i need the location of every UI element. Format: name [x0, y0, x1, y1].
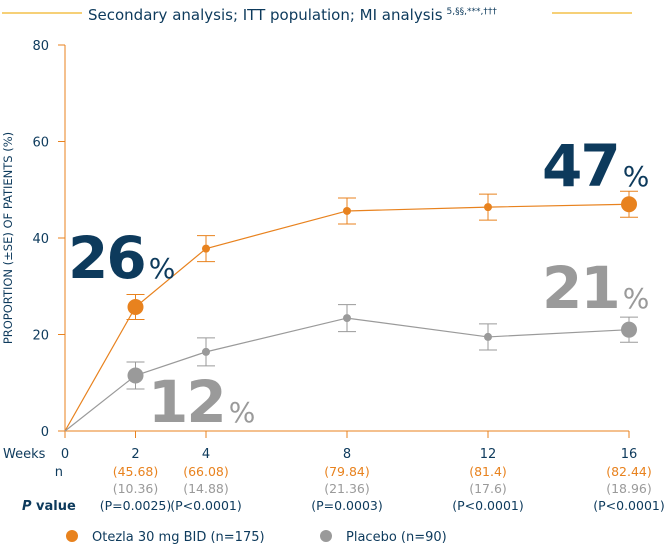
data-point — [343, 206, 351, 215]
callout-unit: % — [623, 282, 649, 315]
n-value: (21.36) — [324, 481, 370, 496]
n-value: (10.36) — [113, 481, 159, 496]
p-italic: P — [22, 499, 32, 514]
series-line — [64, 203, 630, 432]
y-tick-label: 0 — [41, 425, 49, 440]
n-value: (79.84) — [324, 464, 370, 479]
legend-marker-placebo — [320, 530, 332, 542]
callout-unit: % — [229, 396, 255, 429]
x-tick-label: 16 — [621, 447, 638, 462]
p-value: (P=0.0025) — [100, 498, 172, 513]
chart-title: Secondary analysis; ITT population; MI a… — [88, 6, 497, 24]
n-value: (18.96) — [606, 481, 652, 496]
x-tick-label: 0 — [61, 447, 69, 462]
data-point — [621, 321, 637, 338]
data-point — [484, 332, 492, 341]
callout-value: 21 — [542, 254, 619, 322]
data-point — [127, 367, 144, 384]
y-axis-label: PROPORTION (±SE) OF PATIENTS (%) — [1, 132, 15, 344]
x-tick-label: 4 — [202, 447, 210, 462]
data-point — [343, 314, 351, 323]
n-value: (66.08) — [183, 464, 229, 479]
y-tick-label: 20 — [32, 329, 49, 344]
callout-percentage: 47% — [542, 132, 649, 200]
x-tick-label: 12 — [480, 447, 497, 462]
callout-unit: % — [149, 252, 175, 285]
n-value: (17.6) — [469, 481, 507, 496]
n-value: (82.44) — [606, 464, 652, 479]
p-value: (P<0.0001) — [452, 498, 524, 513]
x-axis-label: Weeks — [3, 447, 46, 462]
n-value: (81.4) — [469, 464, 507, 479]
callout-percentage: 12% — [148, 368, 255, 436]
data-point — [127, 298, 144, 315]
x-tick-label: 2 — [131, 447, 139, 462]
p-value: (P<0.0001) — [593, 498, 665, 513]
callout-unit: % — [623, 160, 649, 193]
callout-value: 12 — [148, 368, 225, 436]
callout-value: 47 — [542, 132, 619, 200]
p-rest: value — [32, 499, 76, 514]
n-value: (14.88) — [183, 481, 229, 496]
n-value: (45.68) — [113, 464, 159, 479]
p-value: (P<0.0001) — [170, 498, 242, 513]
x-tick-label: 8 — [343, 447, 351, 462]
y-tick-label: 60 — [32, 136, 49, 151]
n-row-label: n — [55, 465, 63, 480]
callout-percentage: 21% — [542, 254, 649, 322]
data-point — [621, 196, 637, 213]
callout-value: 26 — [68, 224, 145, 292]
data-point — [202, 347, 210, 356]
y-tick-label: 40 — [32, 232, 49, 247]
data-point — [202, 244, 210, 253]
data-point — [484, 203, 492, 212]
title-superscript: 5,§§,***,††† — [447, 7, 498, 17]
p-value-row-label: P value — [22, 499, 76, 514]
p-value: (P=0.0003) — [311, 498, 383, 513]
y-tick-label: 80 — [32, 39, 49, 54]
legend-marker-otezla — [66, 530, 78, 542]
legend-label-placebo: Placebo (n=90) — [346, 530, 447, 545]
legend-label-otezla: Otezla 30 mg BID (n=175) — [92, 530, 265, 545]
callout-percentage: 26% — [68, 224, 175, 292]
series-line — [64, 317, 630, 432]
